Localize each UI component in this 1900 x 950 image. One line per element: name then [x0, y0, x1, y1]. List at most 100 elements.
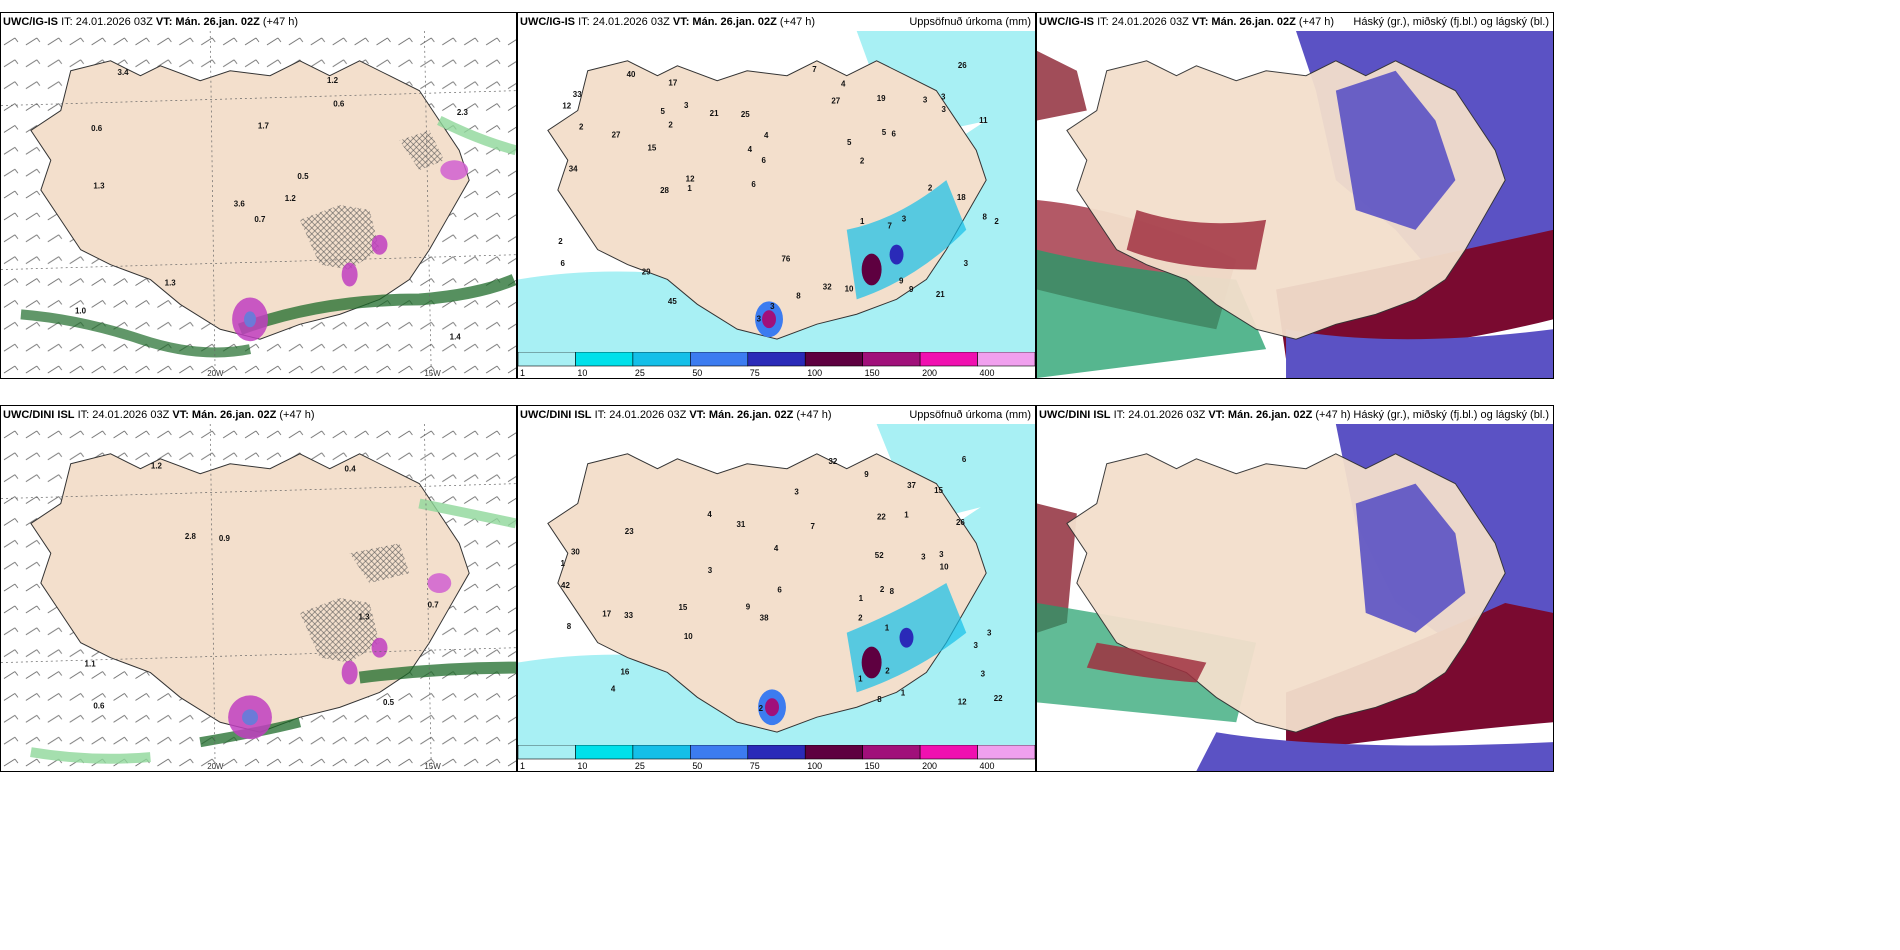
colorbar-swatch: [919, 352, 978, 367]
value-label: 34: [569, 165, 578, 174]
value-label: 1.2: [327, 76, 339, 85]
cloud-map: [1037, 424, 1553, 771]
model-name: UWC/DINI ISL: [520, 409, 592, 421]
colorbar-label: 75: [750, 761, 760, 771]
colorbar-swatch: [747, 352, 806, 367]
value-label: 1: [885, 624, 890, 633]
value-label: 0.7: [254, 215, 266, 224]
value-label: 3: [921, 553, 926, 562]
valid-time: Mán. 26.jan. 02Z: [708, 409, 794, 421]
value-label: 4: [707, 510, 712, 519]
lead-time: (+47 h): [779, 16, 816, 28]
colorbar-label: 25: [635, 368, 645, 378]
value-label: 10: [940, 562, 949, 571]
value-label: 2: [880, 585, 885, 594]
colorbar-label: 400: [980, 368, 995, 378]
value-label: 0.7: [428, 600, 440, 609]
value-label: 1: [901, 689, 906, 698]
value-label: 26: [956, 518, 965, 527]
precip-labels: 0.7 0.6 3.6 1.0 0.5 1.3 1.2 1.7 0.6 1.2 3.4 1.4 1.3 2…: [75, 68, 468, 341]
lead-time: (+47 h): [796, 409, 832, 421]
value-label: 4: [764, 131, 769, 140]
value-label: 12: [686, 175, 695, 184]
value-label: 1: [687, 184, 692, 193]
value-label: 27: [831, 97, 840, 106]
value-label: 0.6: [333, 99, 345, 108]
valid-label: VT:: [689, 409, 706, 421]
value-label: 8: [796, 292, 801, 301]
value-label: 6: [751, 180, 756, 189]
value-label: 30: [571, 547, 580, 556]
value-label: 1: [860, 217, 865, 226]
lon-label-20w: 20W: [207, 762, 224, 771]
model-name: UWC/IG-IS: [1039, 16, 1094, 28]
valid-label: VT:: [155, 16, 173, 28]
iceland-landmass: [30, 453, 470, 733]
value-label: 26: [958, 61, 967, 70]
value-label: 0.5: [383, 698, 395, 707]
map-area: 2 2 2 3 3 3 1 1 3 2 8 3 5 29 34 45 12 25 21 32 9 18 6 76 19 15 3 4 4…: [518, 31, 1035, 352]
value-label: 32: [823, 283, 832, 292]
colorbar: 1 10 25 50 75 100 150 200 400: [518, 352, 1035, 378]
value-label: 29: [642, 267, 651, 276]
wind-precip-map: 20W 15W 1.3 0.7 0.6 1.2 0.9 0.5 1.1 0.4 2.8: [1, 424, 516, 771]
value-label: 5: [882, 128, 887, 137]
value-label: 4: [748, 145, 753, 154]
value-label: 45: [668, 297, 677, 306]
value-label: 3: [794, 488, 799, 497]
value-label: 1.2: [151, 462, 163, 471]
colorbar-label: 10: [577, 368, 587, 378]
value-label: 3: [941, 105, 946, 114]
colorbar-swatch: [862, 352, 921, 367]
cloud-map: [1037, 31, 1553, 378]
colorbar-swatch: [690, 352, 749, 367]
colorbar-swatch: [518, 745, 576, 760]
value-label: 0.9: [219, 534, 231, 543]
value-label: 1: [561, 559, 566, 568]
value-label: 31: [736, 520, 745, 529]
model-name: UWC/IG-IS: [3, 16, 58, 28]
lead-time: (+47 h): [1298, 16, 1335, 28]
value-label: 18: [957, 193, 966, 202]
panel-accum-precip-igis: UWC/IG-IS IT: 24.01.2026 03Z VT: Mán. 26…: [517, 12, 1036, 379]
panel-header: UWC/DINI ISL IT: 24.01.2026 03Z VT: Mán.…: [520, 407, 1031, 423]
colorbar-swatch: [977, 352, 1035, 367]
value-label: 6: [777, 585, 782, 594]
colorbar-label: 50: [692, 368, 702, 378]
value-label: 1: [904, 511, 909, 520]
value-label: 2: [858, 614, 863, 623]
value-label: 42: [561, 581, 570, 590]
colorbar-swatch: [632, 352, 691, 367]
value-label: 12: [958, 698, 967, 707]
value-label: 15: [678, 603, 687, 612]
panel-clouds-dini: UWC/DINI ISL IT: 24.01.2026 03Z VT: Mán.…: [1036, 405, 1554, 772]
colorbar-label: 50: [692, 761, 702, 771]
value-label: 37: [907, 481, 916, 490]
map-area: [1037, 424, 1553, 771]
colorbar-swatch: [977, 745, 1035, 760]
lead-time: (+47 h): [262, 16, 299, 28]
field-title: Háský (gr.), miðský (fj.bl.) og lágský (…: [1353, 409, 1549, 421]
value-label: 17: [668, 79, 677, 88]
colorbar-label: 1: [520, 761, 525, 771]
value-label: 7: [888, 222, 893, 231]
colorbar-swatch: [747, 745, 806, 760]
valid-time: Mán. 26.jan. 02Z: [175, 16, 260, 28]
model-name: UWC/DINI ISL: [1039, 409, 1111, 421]
field-title: Uppsöfnuð úrkoma (mm): [909, 409, 1031, 421]
value-label: 3: [981, 670, 986, 679]
model-name: UWC/DINI ISL: [3, 409, 75, 421]
panel-header: UWC/DINI ISL IT: 24.01.2026 03Z VT: Mán.…: [3, 407, 512, 423]
value-label: 1.3: [359, 612, 371, 621]
value-label: 3: [757, 314, 762, 323]
value-label: 6: [561, 259, 566, 268]
value-label: 21: [710, 109, 719, 118]
colorbar-swatch: [804, 745, 863, 760]
field-title: Uppsöfnuð úrkoma (mm): [909, 16, 1031, 28]
value-label: 7: [810, 522, 815, 531]
valid-label: VT:: [172, 409, 189, 421]
panel-header: UWC/IG-IS IT: 24.01.2026 03Z VT: Mán. 26…: [3, 14, 512, 30]
lon-label-20w: 20W: [207, 369, 224, 378]
value-label: 1: [859, 594, 864, 603]
value-label: 33: [573, 90, 582, 99]
